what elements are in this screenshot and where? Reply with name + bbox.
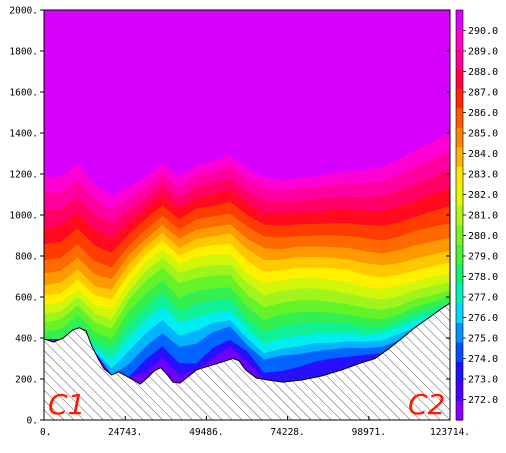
colorbar-segment [456, 263, 463, 284]
y-tick-label: 400. [15, 334, 38, 345]
y-tick-label: 0. [27, 416, 38, 427]
x-tick-label: 0. [40, 427, 51, 438]
y-tick-label: 1800. [9, 47, 38, 58]
colorbar-segment [456, 29, 463, 50]
colorbar-label: 289.0 [468, 47, 498, 58]
y-tick-label: 600. [15, 293, 38, 304]
colorbar-label: 286.0 [468, 108, 498, 119]
colorbar-segment [456, 205, 463, 226]
terrain [44, 302, 450, 420]
y-tick-label: 2000. [9, 6, 38, 17]
colorbar-label: 281.0 [468, 211, 498, 222]
colorbar-segment [456, 68, 463, 89]
plot-area [44, 10, 450, 420]
colorbar-label: 288.0 [468, 67, 498, 78]
x-tick-label: 123714. [430, 427, 470, 438]
colorbar-segment [456, 224, 463, 245]
colorbar-segment [456, 361, 463, 382]
colorbar-segment [456, 127, 463, 148]
y-tick-label: 1400. [9, 129, 38, 140]
colorbar-label: 274.0 [468, 354, 498, 365]
colorbar-segment [456, 166, 463, 187]
colorbar-segment [456, 380, 463, 402]
colorbar-segment [456, 10, 463, 31]
colorbar: 290.0 289.0 288.0 287.0 286.0 285.0 284.0 283.0… [455, 9, 498, 421]
colorbar-label: 277.0 [468, 293, 498, 304]
colorbar-label: 272.0 [468, 395, 498, 406]
annotation-c1: C1 [48, 388, 85, 421]
colorbar-label: 290.0 [468, 26, 498, 37]
colorbar-label: 275.0 [468, 334, 498, 345]
x-tick-label: 98971. [352, 427, 386, 438]
y-tick-label: 1000. [9, 211, 38, 222]
colorbar-label: 280.0 [468, 231, 498, 242]
colorbar-label: 287.0 [468, 88, 498, 99]
colorbar-label: 278.0 [468, 272, 498, 283]
annotation-c2: C2 [408, 388, 445, 421]
colorbar-label: 273.0 [468, 375, 498, 386]
y-tick-label: 1200. [9, 170, 38, 181]
x-tick-label: 74228. [270, 427, 304, 438]
colorbar-segment [456, 341, 463, 363]
colorbar-label: 284.0 [468, 149, 498, 160]
colorbar-segment [456, 283, 463, 304]
colorbar-segment [456, 107, 463, 128]
y-tick-label: 200. [15, 375, 38, 386]
colorbar-segment [456, 185, 463, 206]
y-tick-label: 1600. [9, 88, 38, 99]
colorbar-segment [456, 244, 463, 265]
colorbar-label: 282.0 [468, 190, 498, 201]
colorbar-segment [456, 49, 463, 70]
colorbar-segment [456, 322, 463, 343]
colorbar-segment [456, 88, 463, 109]
colorbar-label: 283.0 [468, 170, 498, 181]
colorbar-label: 279.0 [468, 252, 498, 263]
x-tick-label: 24743. [108, 427, 142, 438]
x-axis: 0. 24743. 49486. 74228. 98971. 123714. [40, 416, 470, 438]
y-axis: 0. 200. 400. 600. 800. 1000. 1200. 1400. 1600. 18… [9, 6, 450, 427]
y-tick-label: 800. [15, 252, 38, 263]
colorbar-segment [456, 400, 463, 421]
colorbar-label: 285.0 [468, 129, 498, 140]
colorbar-segment [456, 302, 463, 323]
x-tick-label: 49486. [189, 427, 223, 438]
colorbar-label: 276.0 [468, 313, 498, 324]
colorbar-segment [456, 146, 463, 167]
